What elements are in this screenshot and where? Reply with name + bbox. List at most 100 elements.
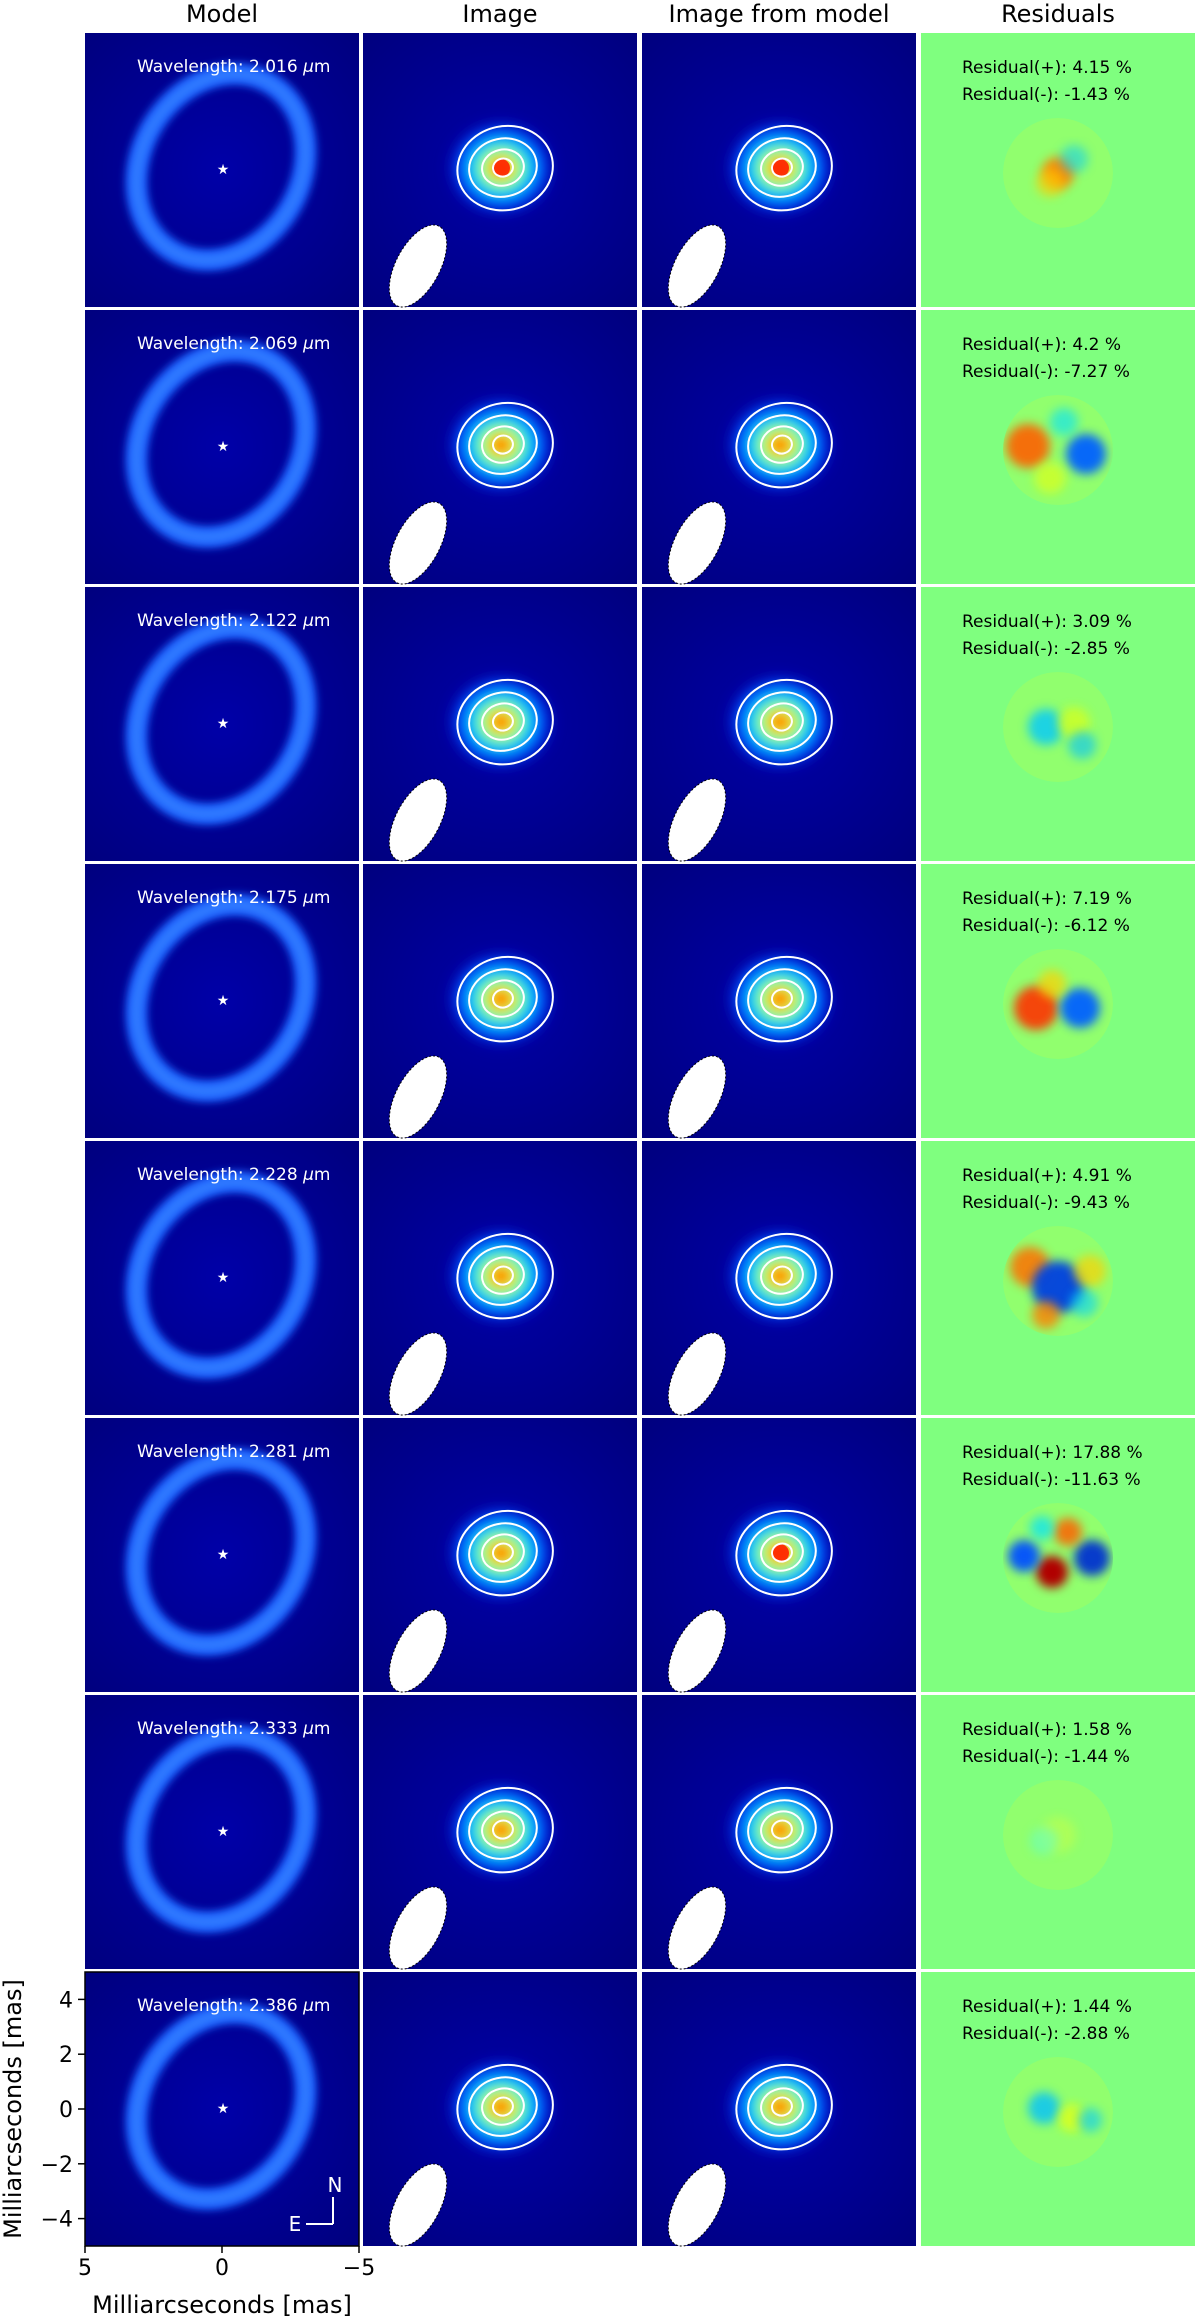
contour-line	[760, 979, 804, 1018]
image-panel	[363, 587, 637, 862]
contour-line	[481, 1810, 525, 1849]
residual-plus-label: Residual(+): 17.88 %	[962, 1443, 1143, 1463]
contour-line	[491, 1542, 514, 1563]
residuals-panel: Residual(+): 7.19 % Residual(-): -6.12 %	[921, 864, 1195, 1138]
contour-line	[456, 1232, 554, 1320]
image-from-model-panel	[642, 587, 916, 862]
residual-blob	[1074, 1255, 1106, 1287]
contour-line	[481, 2087, 525, 2126]
figure-row: ★Wavelength: 2.069 μm Residual(+): 4.2 %R…	[85, 310, 1195, 585]
residual-plus-label: Residual(+): 4.2 %	[962, 335, 1121, 355]
beam-ellipse	[388, 1332, 448, 1416]
wavelength-label: Wavelength: 2.386 μm	[137, 1996, 330, 2016]
emission-blob	[445, 672, 557, 772]
disk-ring-core	[132, 623, 310, 819]
residual-blob	[1028, 709, 1064, 745]
residuals-map	[1003, 395, 1113, 505]
contour-line	[456, 1786, 554, 1874]
residual-minus-label: Residual(-): -2.85 %	[962, 639, 1130, 659]
contour-line	[456, 2063, 554, 2151]
wavelength-label: Wavelength: 2.122 μm	[137, 611, 330, 631]
image-from-model-panel	[642, 1141, 916, 1416]
y-tick-label: 0	[59, 2098, 73, 2123]
residuals-map	[1003, 1226, 1113, 1336]
beam-ellipse	[667, 1609, 727, 1693]
contour-line	[481, 979, 525, 1018]
residual-blob	[1030, 1516, 1054, 1540]
compass-north-label: N	[328, 2173, 343, 2197]
image-from-model-panel	[642, 310, 916, 585]
residual-blob	[1036, 1556, 1068, 1588]
emission-blob	[445, 1503, 557, 1603]
residual-minus-label: Residual(-): -1.43 %	[962, 85, 1130, 105]
contour-line	[760, 702, 804, 741]
contour-line	[770, 1542, 793, 1563]
contour-line	[747, 2076, 817, 2137]
wavelength-label: Wavelength: 2.281 μm	[137, 1442, 330, 1462]
contour-line	[481, 702, 525, 741]
image-from-model-panel	[642, 864, 916, 1139]
residuals-panel: Residual(+): 4.91 % Residual(-): -9.43 %	[921, 1141, 1195, 1415]
emission-blob	[445, 1226, 557, 1326]
disk-ring-core	[132, 2008, 310, 2204]
residual-minus-label: Residual(-): -11.63 %	[962, 1470, 1141, 1490]
contour-line	[481, 1533, 525, 1572]
image-panel	[363, 1141, 637, 1416]
residual-blob	[1060, 145, 1088, 173]
emission-blob	[445, 2057, 557, 2157]
contour-line	[770, 1819, 793, 1840]
residual-plus-label: Residual(+): 4.91 %	[962, 1166, 1132, 1186]
residual-minus-label: Residual(-): -2.88 %	[962, 2024, 1130, 2044]
residual-plus-label: Residual(+): 7.19 %	[962, 889, 1132, 909]
contour-line	[735, 1509, 833, 1597]
contour-line	[760, 148, 804, 187]
contour-line	[491, 1819, 514, 1840]
emission-peak	[771, 1544, 789, 1562]
image-panel	[363, 310, 637, 585]
residuals-map	[1003, 672, 1113, 782]
residuals-panel: Residual(+): 3.09 % Residual(-): -2.85 %	[921, 587, 1195, 861]
disk-ring-core	[132, 346, 310, 542]
residual-blob	[1066, 434, 1106, 474]
contour-line	[456, 1509, 554, 1597]
residual-blob	[1008, 1540, 1040, 1572]
contour-line	[735, 1786, 833, 1874]
contour-line	[491, 434, 514, 455]
contour-line	[770, 434, 793, 455]
figure-row: ★ Wavelength: 2.122 μm Residual(+): 3.09 %…	[85, 587, 1195, 862]
contour-line	[468, 968, 538, 1029]
beam-ellipse	[667, 224, 727, 308]
residual-blob	[1038, 970, 1066, 998]
emission-blob	[445, 1780, 557, 1880]
contour-line	[491, 711, 514, 732]
emission-blob	[724, 1226, 836, 1326]
contour-line	[747, 968, 817, 1029]
beam-ellipse	[667, 2163, 727, 2247]
emission-blob	[724, 2057, 836, 2157]
wavelength-label: Wavelength: 2.016 μm	[137, 57, 330, 77]
residuals-panel: Residual(+): 1.58 % Residual(-): -1.44 %	[921, 1695, 1195, 1969]
residuals-panel: Residual(+): 1.44 % Residual(-): -2.88 %	[921, 1972, 1195, 2246]
model-panel: ★ Wavelength: 2.333 μm	[85, 1695, 359, 1969]
emission-peak	[771, 159, 789, 177]
contour-line	[747, 1245, 817, 1306]
figure-row: ★ Wavelength: 2.228 μm Residual(+): 4.91 %…	[85, 1141, 1195, 1416]
beam-ellipse	[667, 1886, 727, 1970]
residual-blob	[1034, 462, 1066, 494]
beam-ellipse	[667, 778, 727, 862]
residuals-panel: Residual(+): 17.88 % Residual(-): -11.63 …	[921, 1418, 1195, 1692]
residual-blob	[1030, 1827, 1058, 1855]
disk-ring-core	[132, 900, 310, 1096]
residuals-map	[1003, 1503, 1113, 1613]
disk-ring-core	[132, 1177, 310, 1373]
beam-ellipse	[388, 778, 448, 862]
beam-ellipse	[388, 1609, 448, 1693]
beam-ellipse	[388, 501, 448, 585]
residuals-map	[1003, 118, 1113, 228]
residual-blob	[1078, 2108, 1102, 2132]
residual-blob	[1032, 1301, 1060, 1329]
beam-ellipse	[667, 501, 727, 585]
emission-peak	[492, 159, 510, 177]
wavelength-label: Wavelength: 2.175 μm	[137, 888, 330, 908]
contour-line	[735, 678, 833, 766]
